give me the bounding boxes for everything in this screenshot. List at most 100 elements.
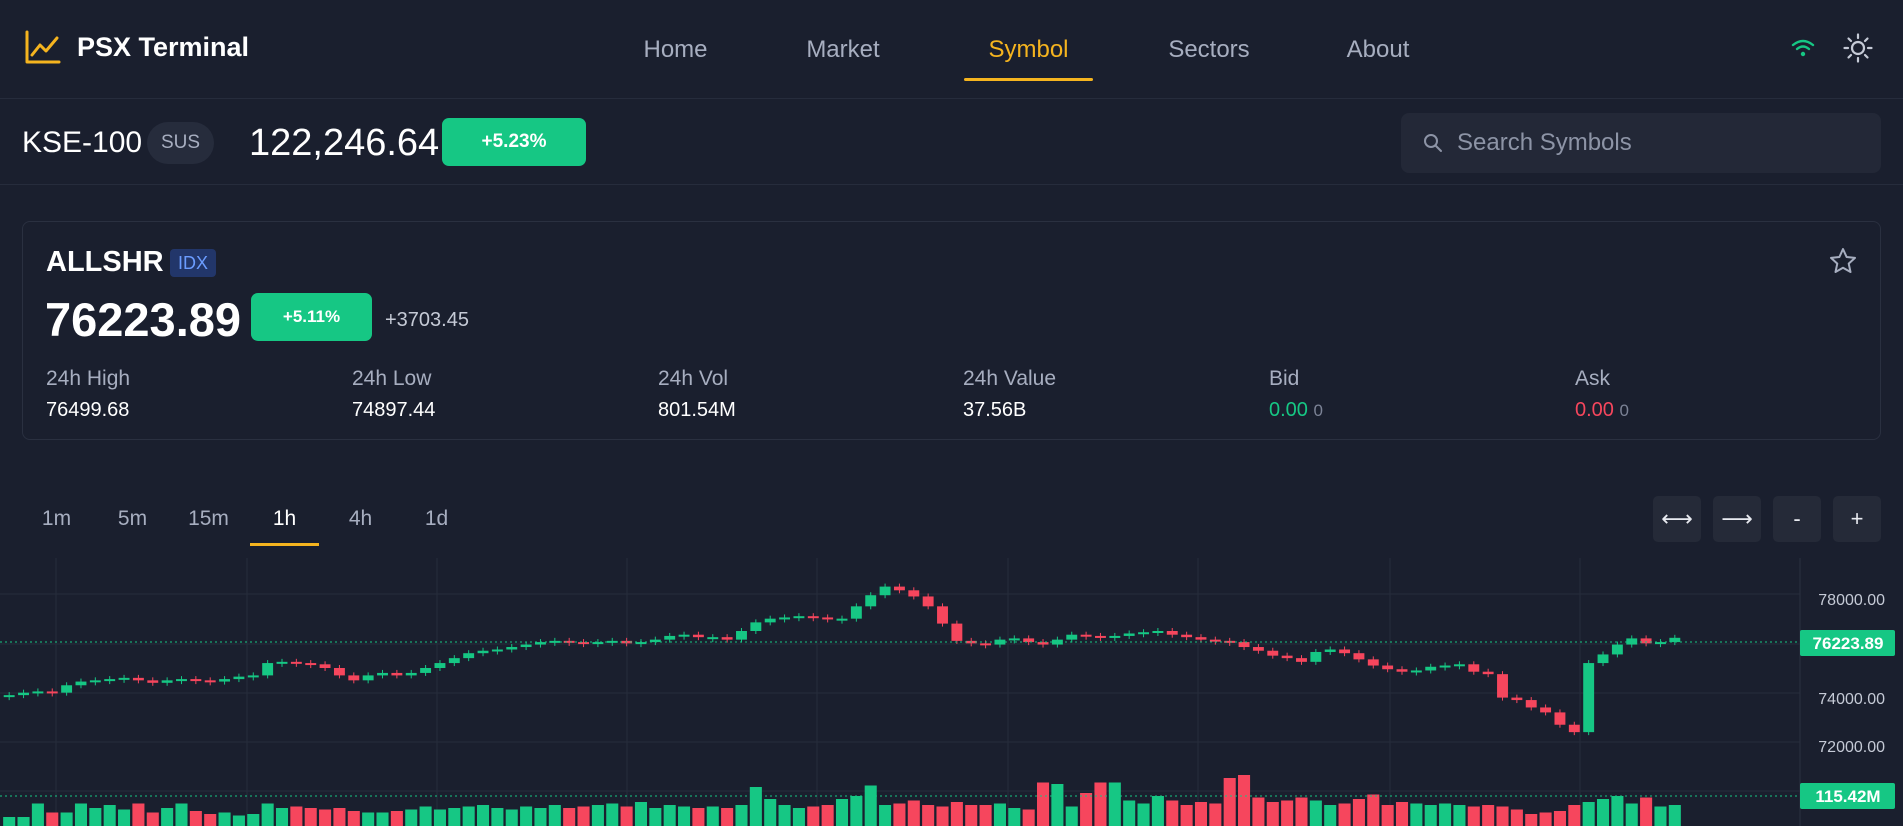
fit-content-button[interactable]: ⟷ [1653, 496, 1701, 542]
candle [1655, 642, 1666, 645]
volume-bar [1496, 806, 1509, 826]
candle [879, 586, 891, 596]
tab-15m[interactable]: 15m [188, 507, 229, 530]
candle [89, 680, 101, 683]
sun-icon[interactable] [1843, 33, 1873, 63]
volume-bar [333, 808, 346, 826]
volume-bar [146, 812, 159, 826]
nav-sectors[interactable]: Sectors [1168, 35, 1250, 63]
candle [922, 596, 934, 607]
candle [1453, 664, 1465, 667]
candle [578, 642, 589, 645]
tab-5m[interactable]: 5m [117, 507, 148, 530]
volume-bar [835, 799, 849, 826]
volume-bar [161, 808, 174, 826]
volume-bar [591, 805, 604, 826]
star-icon[interactable] [1828, 246, 1858, 276]
candle [18, 692, 29, 696]
volume-bar [534, 808, 547, 826]
volume-bar [1467, 806, 1480, 826]
symbol-name: ALLSHR [46, 246, 164, 278]
candle [1597, 654, 1609, 664]
nav-market[interactable]: Market [806, 35, 880, 63]
candle [736, 631, 747, 640]
stat-value: 0.00 0 [1575, 399, 1629, 422]
symbol-price: 76223.89 [45, 293, 242, 346]
main-nav: Home Market Symbol Sectors About [620, 0, 1433, 99]
volume-bar [3, 817, 16, 826]
candle [348, 675, 360, 681]
volume-bar [620, 806, 633, 826]
stat-label: 24h Vol [658, 367, 729, 390]
scroll-to-latest-button[interactable]: ⟶ [1713, 496, 1761, 542]
volume-bar [764, 799, 777, 826]
candles [3, 583, 1681, 736]
zoom-out-button[interactable]: - [1773, 496, 1821, 542]
nav-home[interactable]: Home [643, 35, 708, 63]
candle [1310, 651, 1322, 662]
tab-1d[interactable]: 1d [424, 507, 449, 530]
candle [1080, 634, 1092, 637]
volume-bar [1324, 805, 1337, 826]
nav-about[interactable]: About [1346, 35, 1410, 63]
stat-value-traded: 24h Value 37.56B [963, 367, 1056, 422]
candle [1238, 642, 1250, 648]
candle [190, 679, 202, 682]
candle [520, 644, 532, 648]
search-input[interactable] [1457, 129, 1857, 157]
bid-price: 0.00 [1269, 399, 1308, 421]
index-name[interactable]: KSE-100 [22, 126, 143, 159]
volume-bar [735, 805, 748, 826]
volume-bar [807, 806, 820, 826]
symbol-change-badge: +5.11% [251, 293, 372, 341]
volume-bar [936, 806, 949, 826]
candle [333, 668, 345, 676]
stat-value: 37.56B [963, 399, 1027, 421]
volume-bar [319, 809, 332, 826]
volume-bar [1381, 805, 1394, 826]
candle [1382, 665, 1394, 670]
volume-bars [3, 775, 1681, 826]
tab-1m[interactable]: 1m [41, 507, 72, 530]
candle [1540, 707, 1552, 713]
candle [850, 606, 862, 619]
candle [1066, 634, 1078, 640]
candle [477, 650, 489, 654]
brand[interactable]: PSX Terminal [25, 30, 249, 64]
candle [764, 618, 776, 623]
volume-bar [1553, 811, 1566, 826]
volume-bar [1123, 800, 1136, 826]
volume-bar [204, 814, 217, 826]
volume-bar [1525, 814, 1538, 826]
candle [893, 586, 905, 591]
y-tick: 72000.00 [1818, 739, 1885, 756]
volume-bar [649, 808, 662, 826]
zoom-in-button[interactable]: + [1833, 496, 1881, 542]
volume-bar [1395, 802, 1409, 826]
volume-bar [1295, 797, 1308, 826]
candle [448, 658, 460, 664]
stat-label: 24h High [46, 367, 131, 390]
ask-price: 0.00 [1575, 399, 1614, 421]
tab-1h[interactable]: 1h [250, 492, 319, 546]
tab-4h[interactable]: 4h [348, 507, 373, 530]
price-chart[interactable]: 78000.00 74000.00 72000.00 76223.89 115.… [0, 558, 1903, 826]
volume-bar [678, 806, 691, 826]
candle [1224, 640, 1236, 643]
index-change-badge: +5.23% [442, 118, 586, 166]
volume-bar [1194, 802, 1208, 826]
volume-bar [1266, 802, 1279, 826]
volume-bar [290, 806, 303, 826]
candle [678, 634, 690, 637]
volume-bar [17, 817, 30, 826]
candle [865, 595, 877, 607]
volume-bar [1223, 778, 1236, 826]
candle [1640, 638, 1652, 644]
nav-symbol[interactable]: Symbol [964, 0, 1093, 99]
candle [692, 634, 704, 638]
volume-bar [376, 812, 389, 826]
candle [563, 640, 575, 643]
candle [32, 691, 44, 694]
candle [75, 681, 87, 686]
volume-bar [405, 809, 418, 826]
